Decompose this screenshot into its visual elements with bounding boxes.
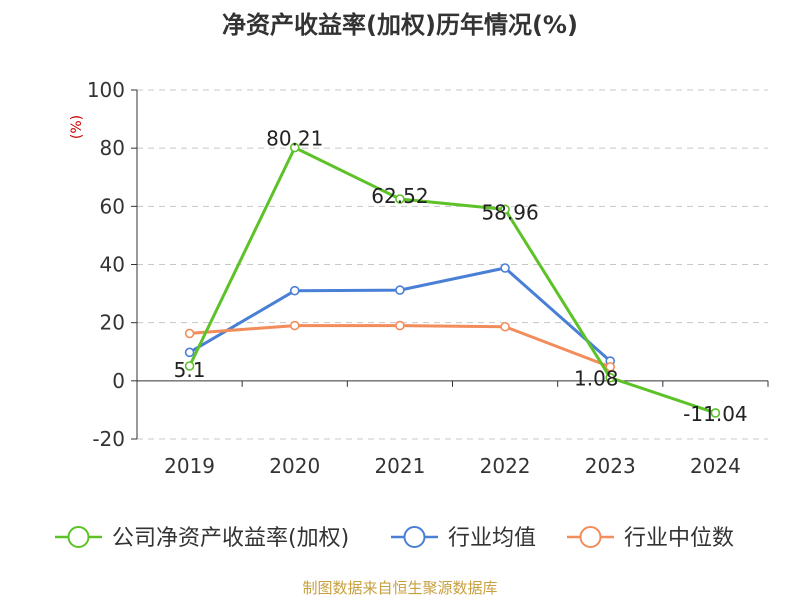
x-tick-label: 2019 [164,454,215,478]
y-tick-label: 80 [100,136,125,160]
legend-label: 行业均值 [448,526,536,551]
legend-item-company-roe[interactable]: 公司净资产收益率(加权) [55,526,349,551]
data-label: -11.04 [683,402,747,426]
legend-marker [67,526,90,548]
data-point [500,263,510,273]
data-point [500,204,510,215]
data-labels: 5.1 80.21 62.52 58.96 1.08 -11.04 [174,127,748,426]
data-point [395,320,405,331]
legend-item-industry-mean[interactable]: 行业均值 [391,526,536,551]
data-label: 5.1 [174,358,206,382]
series-lines [184,142,721,418]
data-label: 1.08 [574,367,619,391]
series-line [189,324,611,369]
data-point [710,408,721,418]
series-line [188,266,612,363]
legend-marker [403,526,426,548]
data-point [184,361,195,371]
y-tick-label: -20 [92,427,125,451]
y-tick-label: 100 [87,78,125,102]
legend[interactable]: 公司净资产收益率(加权) 行业均值 行业中位数 [55,526,734,551]
y-axis-unit-label: (%) [69,115,85,139]
legend-item-industry-median[interactable]: 行业中位数 [567,526,734,551]
series-company-roe [184,142,721,418]
data-point [395,194,405,204]
data-point [605,362,616,372]
x-tick-label: 2022 [480,454,531,478]
data-point [289,142,300,153]
data-label: 80.21 [266,127,323,151]
legend-label: 行业中位数 [624,526,734,551]
legend-marker [579,526,602,548]
data-point [500,321,510,332]
y-tick-label: 0 [112,369,125,393]
series-line [188,146,716,415]
series-industry-median [184,320,616,372]
data-label: 62.52 [371,184,428,208]
data-point [184,347,195,358]
x-tick-label: 2024 [690,454,741,478]
y-tick-label: 60 [100,194,125,218]
data-source-note: 制图数据来自恒生聚源数据库 [302,579,497,597]
axes: -20 0 20 40 60 80 100 2019 2020 2021 2022 2023 2024 [87,78,769,478]
data-point [289,320,300,331]
x-tick-label: 2023 [585,454,636,478]
data-point [605,372,616,383]
legend-label: 公司净资产收益率(加权) [112,526,349,551]
y-tick-label: 40 [100,253,125,277]
x-tick-label: 2020 [269,454,320,478]
x-tick-label: 2021 [374,454,425,478]
data-label: 58.96 [481,200,538,224]
y-tick-label: 20 [100,311,125,335]
chart-title: 净资产收益率(加权)历年情况(%) [222,11,578,39]
data-point [289,285,300,296]
data-point [184,328,195,339]
data-point [395,285,405,295]
